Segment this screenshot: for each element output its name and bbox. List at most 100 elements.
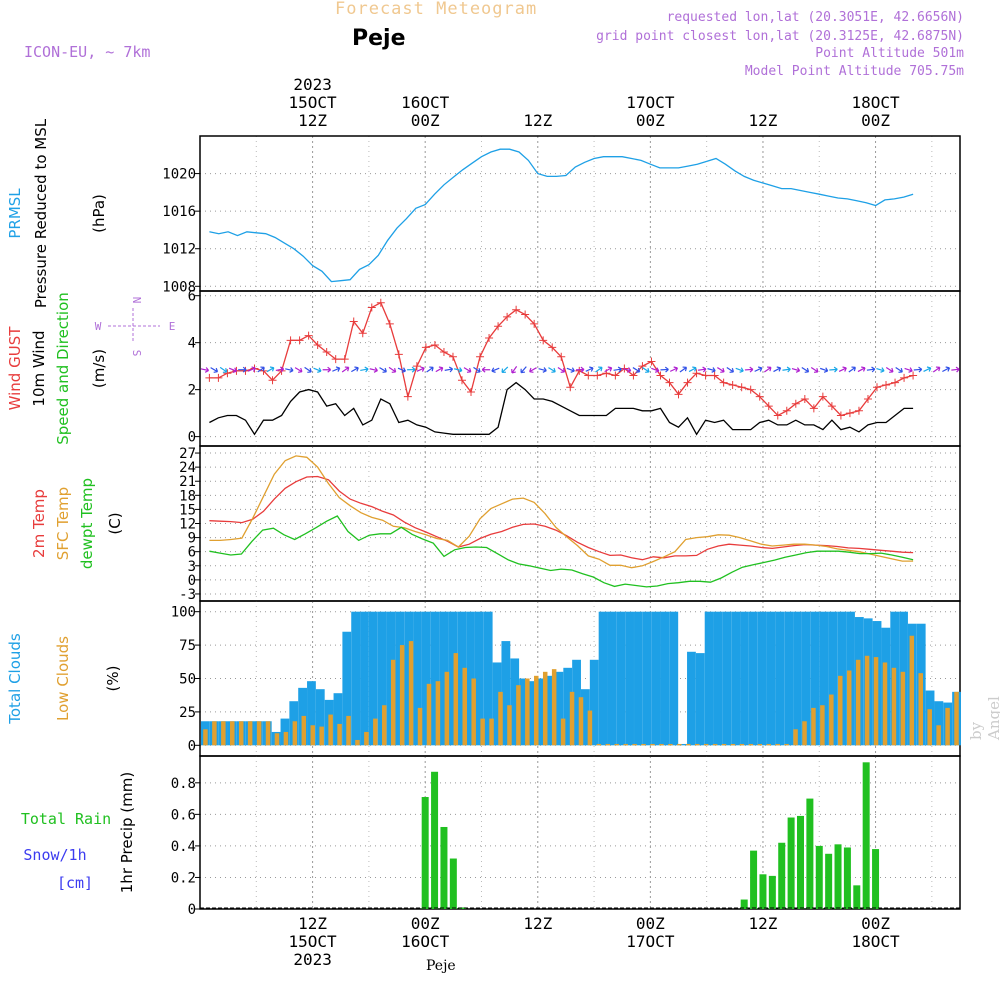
pressure-ylabel: PRMSL [6,188,24,239]
temperature-unit: (C) [106,512,124,534]
gust-marker [367,303,376,312]
clouds-bar-total-clouds [819,611,829,746]
wind-direction-arrow [744,366,754,373]
gust-marker [710,371,719,380]
wind-direction-arrow [876,367,885,373]
compass-e: E [169,320,176,333]
wind-direction-arrow [538,367,547,373]
wind-arrow-shape [322,366,332,373]
clouds-bar-total-clouds [828,611,838,746]
gust-marker [530,319,539,328]
wind-arrow-shape [247,366,256,372]
gust-marker [827,402,836,411]
wind-direction-arrow [548,367,556,373]
gust-marker [394,350,403,359]
wind-direction-arrow [481,366,491,373]
clouds-bar-low-clouds [811,707,816,746]
clouds-bar-low-clouds [516,685,521,746]
clouds-bar-low-clouds [328,714,333,746]
top-time-label: 17OCT [626,93,675,112]
clouds-bar-total-clouds [748,611,758,746]
precip-bar-total-rain [449,858,457,909]
clouds-bar-low-clouds [909,635,915,746]
clouds-bar-total-clouds [492,662,502,746]
clouds-bar-total-clouds [404,611,414,746]
clouds-bar-low-clouds [265,721,271,746]
wind-direction-arrow [904,367,913,373]
clouds-bar-low-clouds [525,678,530,746]
wind-direction-arrow [275,366,285,373]
wind-arrow-shape [501,366,509,374]
compass-n: N [130,297,143,304]
gust-marker [593,371,602,380]
gust-marker [548,343,557,352]
wind-arrow-shape [613,366,622,373]
wind-arrow-shape [923,366,932,372]
clouds-bar-low-clouds [569,691,575,746]
clouds-bar-total-clouds [572,659,581,746]
clouds-bar-low-clouds [766,743,771,746]
wind-direction-arrow [473,366,481,373]
clouds-bar-low-clouds [864,655,870,746]
gust-marker [485,333,494,342]
clouds-bar-low-clouds [820,705,825,746]
gust-marker [557,352,566,361]
clouds-bar-low-clouds [560,718,566,746]
wind-arrow-shape [688,366,697,373]
clouds-bar-total-clouds [581,689,590,746]
gust-marker [854,406,863,415]
clouds-ytick-label: 25 [179,705,196,721]
clouds-bar-low-clouds [435,681,441,746]
gust-marker [764,402,773,411]
clouds-bar-low-clouds [677,743,682,746]
gust-marker [909,371,918,380]
wind-direction-arrow [511,366,518,374]
clouds-bar-total-clouds [589,659,599,746]
clouds-bar-total-clouds [669,611,679,746]
gust-marker [457,376,466,385]
clouds-bar-low-clouds [650,743,655,746]
wind-arrow-shape [257,366,265,373]
wind-arrow-shape [388,366,397,373]
bottom-time-label: 00Z [861,914,890,933]
gust-marker [719,378,728,387]
top-time-label: 16OCT [401,93,450,112]
clouds-bar-total-clouds [810,611,820,746]
wind-direction-arrow [688,366,697,373]
clouds-bar-low-clouds [274,733,280,746]
wind-direction-arrow [838,366,847,372]
wind-arrow-shape [885,367,894,373]
clouds-bar-low-clouds [534,675,539,746]
clouds-bar-total-clouds [934,701,944,746]
grid-point-coords: grid point closest lon,lat (20.3125E, 42… [596,29,964,44]
clouds-bar-total-clouds [598,611,608,746]
footer-station-name: Peje [426,958,456,974]
wind-direction-arrow [857,366,866,373]
wind-direction-arrow [228,367,238,373]
clouds-bar-total-clouds [545,675,555,746]
gust-marker [331,355,340,364]
wind-arrow-shape [697,366,707,373]
precip-frame [199,755,961,910]
wind-arrow-shape [735,367,744,373]
gust-marker [349,317,358,326]
wind-direction-arrow [322,366,332,373]
wind-direction-arrow [332,366,341,372]
clouds-bar-total-clouds [563,667,573,746]
gust-marker [521,310,530,319]
precip-bar-total-rain [834,844,842,909]
clouds-bar-low-clouds [212,721,217,746]
wind-ylabel: Wind GUST [6,326,24,411]
clouds-bar-total-clouds [413,611,422,746]
wind-direction-arrow [642,366,650,373]
precip-ytick-label: 0.8 [171,776,196,792]
gust-marker [403,392,412,401]
clouds-bar-total-clouds [625,611,634,746]
wind-arrow-shape [857,366,866,373]
clouds-bar-low-clouds [355,739,360,746]
wind-ylabel: 10m Wind [30,330,48,406]
temperature-ylabel: dewpt Temp [78,478,96,569]
clouds-bar-low-clouds [471,678,476,746]
clouds-bar-low-clouds [846,670,852,746]
wind-direction-arrow [895,366,903,373]
